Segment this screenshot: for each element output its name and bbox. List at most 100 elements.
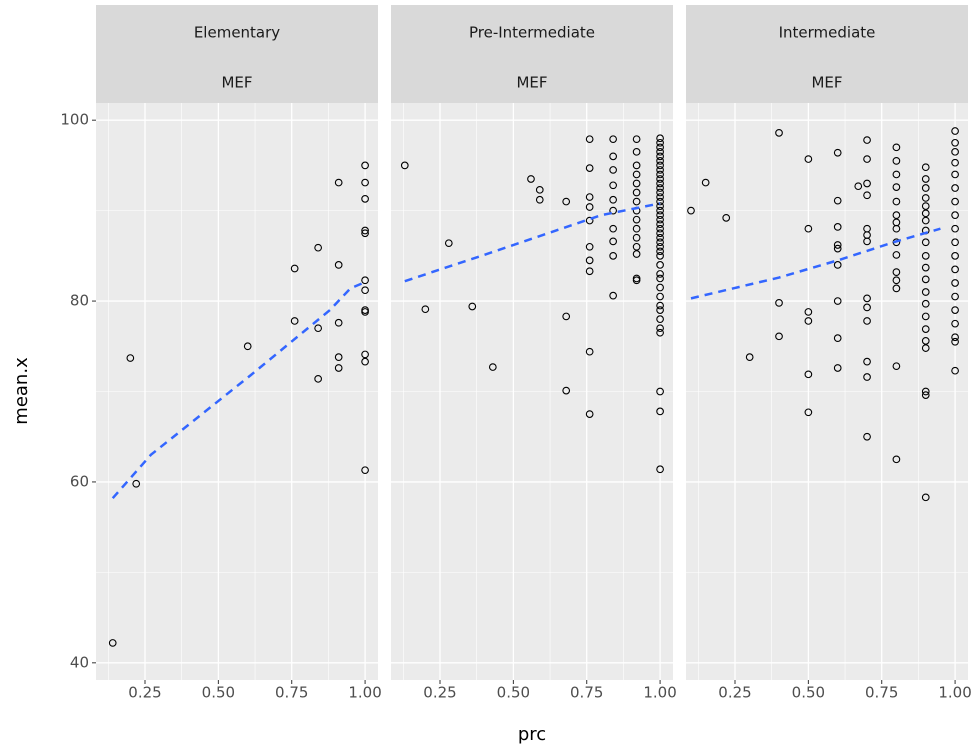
point bbox=[535, 195, 544, 204]
point bbox=[951, 158, 959, 167]
point bbox=[656, 152, 664, 161]
point bbox=[951, 337, 959, 346]
trend-line bbox=[111, 280, 366, 500]
point bbox=[361, 466, 369, 475]
point bbox=[804, 308, 813, 316]
point bbox=[833, 148, 842, 157]
point bbox=[361, 350, 369, 359]
point bbox=[656, 197, 664, 206]
point bbox=[632, 135, 641, 144]
point bbox=[656, 238, 664, 247]
point bbox=[656, 134, 664, 143]
point bbox=[609, 206, 617, 215]
point bbox=[775, 332, 783, 341]
x-tick-label: 1.00 bbox=[348, 684, 381, 702]
strip-background bbox=[391, 5, 673, 103]
point bbox=[585, 216, 594, 225]
strip-background bbox=[686, 5, 968, 103]
point bbox=[656, 175, 664, 183]
point bbox=[833, 261, 842, 269]
point bbox=[921, 275, 930, 284]
point bbox=[585, 203, 594, 211]
point bbox=[951, 138, 959, 147]
point bbox=[656, 211, 664, 219]
point bbox=[421, 305, 430, 314]
point bbox=[921, 337, 930, 345]
point bbox=[290, 264, 299, 273]
point bbox=[632, 276, 641, 285]
point bbox=[863, 136, 871, 144]
point bbox=[833, 297, 842, 305]
point bbox=[804, 370, 813, 379]
point bbox=[921, 325, 930, 333]
point bbox=[921, 387, 930, 396]
point bbox=[632, 233, 641, 242]
point bbox=[632, 224, 641, 233]
point bbox=[609, 237, 617, 246]
point bbox=[921, 288, 930, 296]
point bbox=[921, 263, 930, 272]
point bbox=[854, 182, 863, 191]
point bbox=[833, 364, 842, 372]
point bbox=[892, 362, 901, 371]
point bbox=[656, 147, 664, 156]
point bbox=[314, 243, 322, 252]
point bbox=[892, 183, 901, 191]
point bbox=[921, 391, 930, 399]
point bbox=[863, 155, 871, 163]
strip-title: Intermediate bbox=[779, 24, 876, 42]
point bbox=[585, 267, 594, 276]
point bbox=[314, 374, 322, 383]
point bbox=[892, 284, 901, 293]
point bbox=[951, 147, 959, 156]
x-tick-label: 1.00 bbox=[643, 684, 676, 702]
point bbox=[656, 184, 664, 192]
point bbox=[951, 292, 959, 301]
point bbox=[361, 229, 369, 238]
point bbox=[951, 306, 959, 314]
point bbox=[892, 197, 901, 206]
point bbox=[921, 194, 930, 202]
point bbox=[609, 251, 617, 260]
point bbox=[921, 344, 930, 352]
strip-subtitle: MEF bbox=[221, 74, 252, 92]
point bbox=[656, 247, 664, 256]
point bbox=[656, 242, 664, 251]
point bbox=[921, 184, 930, 192]
point bbox=[656, 202, 664, 210]
point bbox=[921, 312, 930, 321]
point bbox=[863, 373, 871, 381]
point bbox=[921, 163, 930, 172]
x-tick-label: 0.50 bbox=[497, 684, 530, 702]
point bbox=[361, 226, 369, 235]
point bbox=[951, 366, 959, 375]
x-tick-label: 0.25 bbox=[718, 684, 751, 702]
point bbox=[921, 202, 930, 210]
x-tick-label: 0.50 bbox=[792, 684, 825, 702]
point bbox=[804, 317, 813, 325]
y-tick-label: 40 bbox=[70, 653, 89, 671]
x-tick-label: 0.50 bbox=[202, 684, 235, 702]
point bbox=[609, 224, 617, 233]
point bbox=[444, 239, 453, 248]
point bbox=[951, 333, 959, 342]
point bbox=[488, 363, 497, 371]
point bbox=[656, 301, 664, 310]
point bbox=[951, 197, 959, 206]
point bbox=[562, 386, 571, 395]
point bbox=[951, 211, 959, 219]
point bbox=[126, 354, 135, 362]
point bbox=[361, 195, 369, 203]
point bbox=[701, 178, 710, 187]
point bbox=[863, 191, 871, 200]
point bbox=[108, 639, 117, 647]
point bbox=[609, 291, 617, 300]
point bbox=[361, 178, 369, 187]
point bbox=[921, 238, 930, 247]
point bbox=[804, 408, 813, 417]
point bbox=[632, 170, 641, 179]
point bbox=[361, 161, 369, 170]
trend-line bbox=[690, 227, 941, 300]
point bbox=[656, 465, 664, 474]
